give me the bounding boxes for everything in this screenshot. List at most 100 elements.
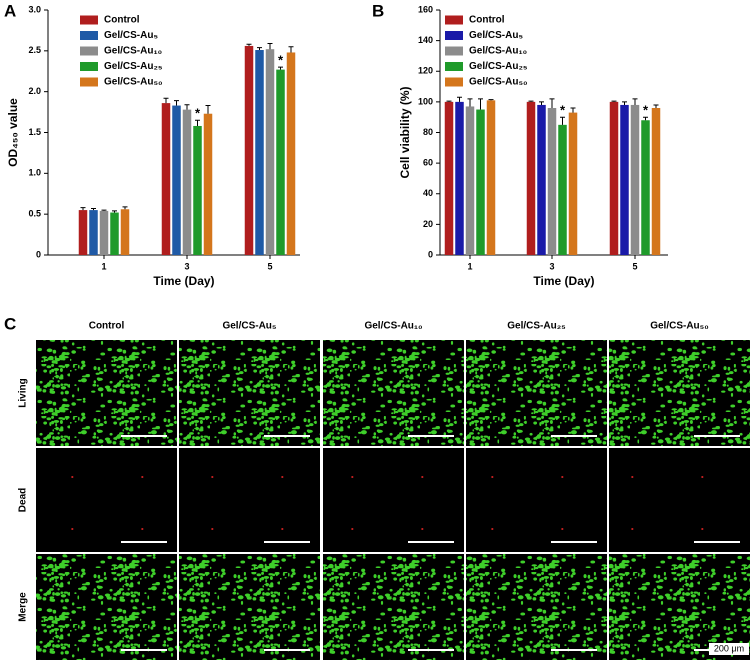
y-tick-label: 140 — [418, 35, 433, 45]
bar — [161, 103, 171, 255]
micrograph — [179, 448, 320, 552]
micrograph — [179, 554, 320, 660]
bar — [526, 101, 536, 255]
error-bar — [163, 97, 169, 104]
x-tick-label: 1 — [101, 261, 106, 271]
bar — [476, 109, 485, 255]
column-label: Gel/CS-Au₁₀ — [364, 321, 422, 332]
bar — [537, 104, 546, 255]
x-tick-label: 5 — [267, 261, 272, 271]
bar — [193, 125, 202, 255]
error-bar — [288, 46, 294, 53]
error-bar — [101, 209, 107, 211]
legend-swatch — [445, 46, 463, 56]
error-bar — [446, 100, 452, 102]
significance-mark: * — [643, 103, 649, 118]
x-tick-label: 5 — [632, 261, 637, 271]
legend-label: Gel/CS-Au₁₀ — [104, 46, 162, 57]
y-tick-label: 1.0 — [28, 168, 41, 178]
error-bar — [539, 101, 544, 105]
error-bar — [112, 210, 117, 213]
legend-label: Gel/CS-Au₅₀ — [469, 77, 528, 88]
legend-swatch — [445, 15, 463, 25]
row-label: Living — [18, 378, 29, 407]
y-tick-label: 160 — [418, 4, 433, 14]
y-tick-label: 0 — [36, 249, 41, 259]
legend-label: Gel/CS-Au₅₀ — [104, 77, 163, 88]
error-bar — [184, 104, 190, 110]
y-tick-label: 20 — [423, 219, 433, 229]
legend-swatch — [80, 15, 98, 25]
bar — [620, 104, 629, 255]
bar — [120, 209, 130, 255]
legend-swatch — [445, 31, 463, 40]
legend-label: Gel/CS-Au₂₅ — [469, 61, 528, 72]
error-bar — [80, 207, 86, 211]
y-tick-label: 3.0 — [28, 4, 41, 14]
column-label: Control — [89, 321, 125, 332]
bar — [486, 100, 496, 255]
micrograph — [466, 448, 607, 552]
error-bar — [195, 119, 200, 126]
scale-bar-label: 200 μm — [714, 643, 744, 653]
error-bar — [467, 98, 473, 107]
bar — [203, 113, 213, 255]
error-bar — [91, 207, 96, 211]
legend-label: Gel/CS-Au₅ — [104, 30, 158, 41]
y-tick-label: 120 — [418, 66, 433, 76]
error-bar — [622, 101, 627, 105]
legend-label: Control — [104, 15, 140, 26]
row-label: Dead — [18, 488, 29, 512]
significance-mark: * — [195, 106, 201, 121]
micrograph — [36, 448, 177, 552]
error-bar — [653, 104, 659, 108]
bar — [558, 124, 567, 255]
bar — [244, 45, 254, 255]
bar — [265, 49, 275, 256]
bar — [276, 69, 285, 255]
y-tick-label: 1.5 — [28, 127, 41, 137]
bar — [110, 212, 119, 255]
bar — [641, 120, 650, 255]
bar — [465, 106, 475, 255]
bar — [568, 112, 578, 255]
row-label: Merge — [18, 592, 29, 622]
micrograph — [323, 554, 464, 660]
micrograph — [179, 340, 320, 446]
error-bar — [643, 116, 648, 121]
scale-label-bg — [709, 643, 749, 655]
column-label: Gel/CS-Au₅ — [222, 321, 276, 332]
error-bar — [632, 98, 638, 105]
micrograph — [36, 340, 177, 446]
legend-label: Gel/CS-Au₅ — [469, 30, 523, 41]
x-tick-label: 1 — [467, 261, 472, 271]
y-axis-label: Cell viability (%) — [398, 86, 412, 178]
legend-swatch — [80, 62, 98, 71]
error-bar — [549, 98, 555, 108]
bar — [609, 101, 619, 255]
error-bar — [205, 105, 211, 114]
y-axis-label: OD₄₅₀ value — [6, 98, 20, 167]
error-bar — [570, 107, 576, 113]
panel-label: C — [4, 314, 16, 333]
error-bar — [246, 43, 252, 46]
error-bar — [267, 42, 273, 50]
bar — [651, 108, 661, 255]
micrograph — [609, 554, 750, 660]
bar — [286, 52, 296, 255]
y-tick-label: 100 — [418, 96, 433, 106]
significance-mark: * — [560, 103, 566, 118]
bar — [455, 101, 464, 255]
legend-swatch — [445, 77, 463, 87]
bar — [99, 210, 109, 255]
legend-swatch — [80, 77, 98, 87]
error-bar — [528, 100, 534, 102]
x-axis-label: Time (Day) — [153, 274, 214, 288]
error-bar — [457, 96, 462, 102]
bar — [78, 210, 88, 255]
error-bar — [560, 116, 565, 125]
legend-label: Gel/CS-Au₂₅ — [104, 61, 163, 72]
bar — [444, 101, 454, 255]
x-tick-label: 3 — [549, 261, 554, 271]
